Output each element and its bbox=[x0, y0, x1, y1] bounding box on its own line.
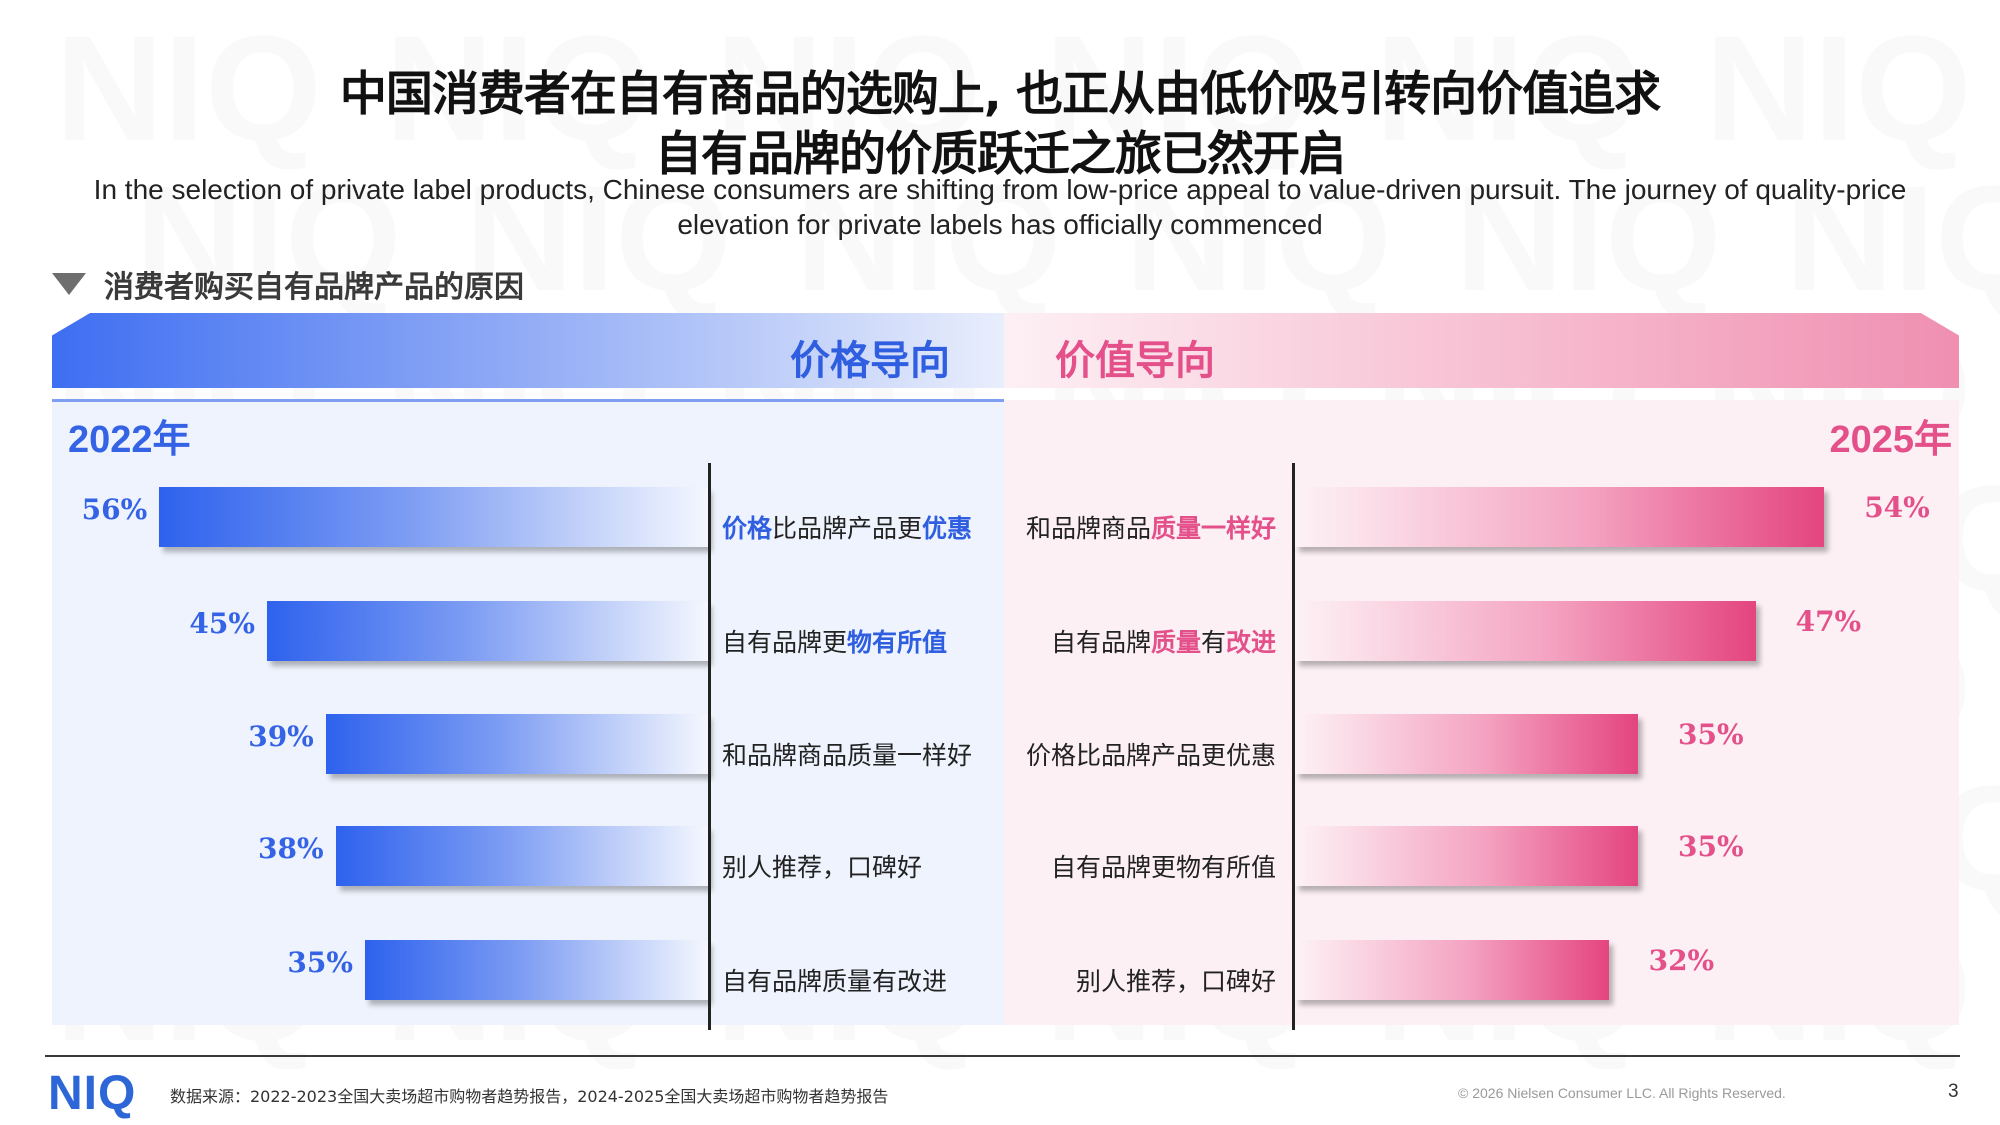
banner-label-price: 价格导向 bbox=[790, 338, 950, 384]
bar-2025 bbox=[1295, 714, 1638, 774]
axis-line-2022 bbox=[708, 463, 711, 1030]
bar-2022 bbox=[267, 601, 708, 661]
data-label-2025: 32% bbox=[1648, 944, 1715, 977]
bar-2022 bbox=[325, 714, 708, 774]
page-number: 3 bbox=[1948, 1081, 1959, 1102]
bar-2025 bbox=[1295, 940, 1609, 1000]
axis-line-2025 bbox=[1292, 463, 1295, 1030]
data-label-2022: 38% bbox=[258, 832, 324, 865]
category-label-2022: 自有品牌更物有所值 bbox=[722, 628, 948, 657]
data-label-2022: 56% bbox=[81, 493, 148, 526]
divider-line bbox=[52, 399, 1004, 402]
banner-label-value: 价值导向 bbox=[1055, 338, 1215, 384]
bar-2025 bbox=[1295, 601, 1756, 661]
category-label-2022: 自有品牌质量有改进 bbox=[722, 967, 948, 996]
niq-logo: NIQ bbox=[48, 1067, 137, 1120]
category-label-2025: 自有品牌更物有所值 bbox=[1050, 853, 1276, 882]
triangle-down-icon bbox=[52, 273, 86, 295]
data-source: 数据来源：2022-2023全国大卖场超市购物者趋势报告，2024-2025全国… bbox=[170, 1087, 889, 1106]
banner-price-oriented bbox=[52, 313, 1004, 388]
data-label-2025: 35% bbox=[1678, 830, 1744, 863]
category-label-2025: 别人推荐，口碑好 bbox=[1075, 967, 1276, 996]
data-label-2025: 54% bbox=[1864, 491, 1930, 524]
bar-2022 bbox=[159, 487, 708, 547]
category-label-2025: 价格比品牌产品更优惠 bbox=[1025, 741, 1276, 770]
page-title: 中国消费者在自有商品的选购上, 也正从由低价吸引转向价值追求 bbox=[339, 67, 1661, 122]
footer-divider bbox=[45, 1055, 1960, 1057]
category-label-2022: 别人推荐，口碑好 bbox=[722, 853, 923, 882]
category-label-2025: 自有品牌质量有改进 bbox=[1050, 628, 1276, 657]
data-label-2025: 35% bbox=[1678, 718, 1744, 751]
year-label-2025: 2025年 bbox=[1829, 419, 1952, 461]
bar-2025 bbox=[1295, 826, 1638, 886]
bar-2022 bbox=[335, 826, 708, 886]
category-label-2025: 和品牌商品质量一样好 bbox=[1025, 514, 1276, 543]
bar-2025 bbox=[1295, 487, 1825, 547]
data-label-2022: 39% bbox=[248, 720, 314, 753]
section-label: 消费者购买自有品牌产品的原因 bbox=[104, 270, 524, 305]
bar-2022 bbox=[365, 940, 708, 1000]
data-label-2022: 35% bbox=[287, 946, 353, 979]
banner-value-oriented bbox=[1004, 313, 1959, 388]
category-label-2022: 价格比品牌产品更优惠 bbox=[722, 514, 973, 543]
section-header: 消费者购买自有品牌产品的原因 bbox=[52, 262, 524, 306]
copyright: © 2026 Nielsen Consumer LLC. All Rights … bbox=[1458, 1085, 1786, 1101]
data-label-2022: 45% bbox=[189, 607, 255, 640]
data-label-2025: 47% bbox=[1795, 605, 1862, 638]
category-label-2022: 和品牌商品质量一样好 bbox=[722, 741, 973, 770]
page-subtitle: In the selection of private label produc… bbox=[93, 174, 1907, 240]
year-label-2022: 2022年 bbox=[68, 419, 191, 461]
page-title-line2: 自有品牌的价质跃迁之旅已然开启 bbox=[655, 127, 1346, 182]
